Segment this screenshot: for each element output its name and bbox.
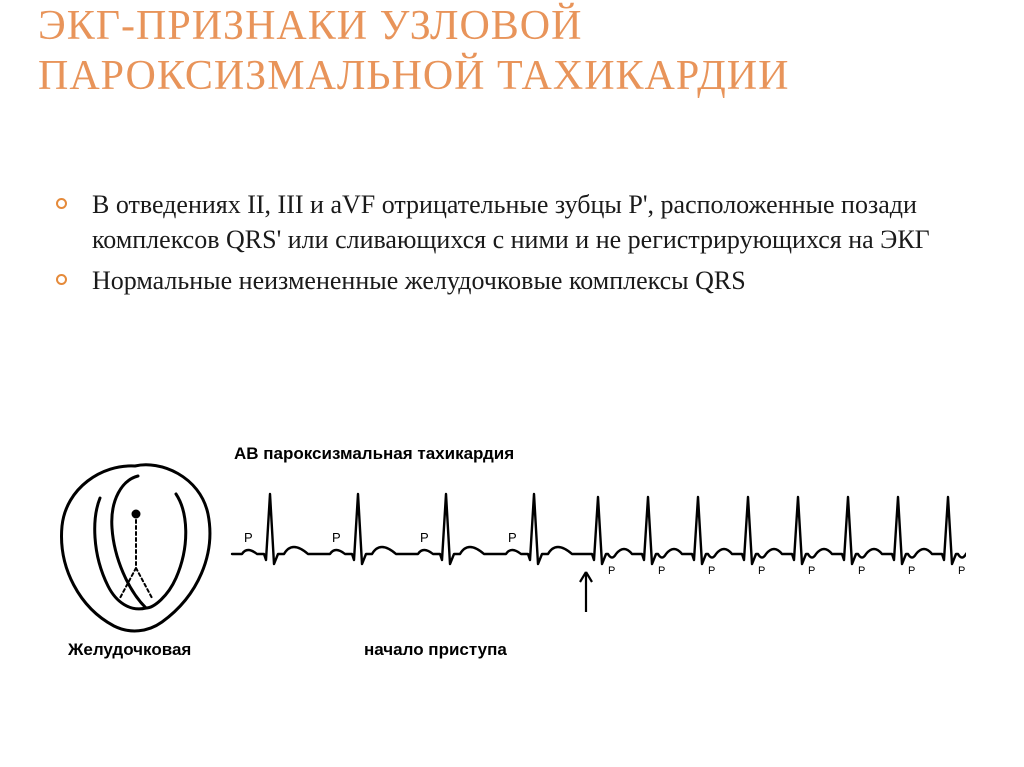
slide-title-text: ЭКГ-ПРИЗНАКИ УЗЛОВОЙ ПАРОКСИЗМАЛЬНОЙ ТАХ… [38,3,789,99]
list-item: Нормальные неизмененные желудочковые ком… [56,263,986,298]
slide-title: ЭКГ-ПРИЗНАКИ УЗЛОВОЙ ПАРОКСИЗМАЛЬНОЙ ТАХ… [38,0,986,101]
slide: ЭКГ-ПРИЗНАКИ УЗЛОВОЙ ПАРОКСИЗМАЛЬНОЙ ТАХ… [0,0,1024,767]
heart-diagram [50,458,220,638]
svg-text:P: P [708,565,715,577]
ecg-waveform: PPPPPPPPPPPPP [226,454,966,664]
list-item: В отведениях II, III и aVF отрицательные… [56,187,986,257]
svg-text:P: P [508,530,517,545]
bullet-text-2: Нормальные неизмененные желудочковые ком… [92,266,746,295]
svg-text:P: P [608,565,615,577]
svg-text:P: P [858,565,865,577]
svg-text:P: P [420,530,429,545]
bullet-text-1: В отведениях II, III и aVF отрицательные… [92,190,930,254]
figure-label-left: Желудочковая [68,640,191,660]
svg-text:P: P [244,530,253,545]
svg-text:P: P [658,565,665,577]
bullet-list: В отведениях II, III и aVF отрицательные… [56,187,986,298]
svg-text:P: P [758,565,765,577]
svg-text:P: P [958,565,965,577]
svg-text:P: P [908,565,915,577]
svg-text:P: P [332,530,341,545]
svg-text:P: P [808,565,815,577]
